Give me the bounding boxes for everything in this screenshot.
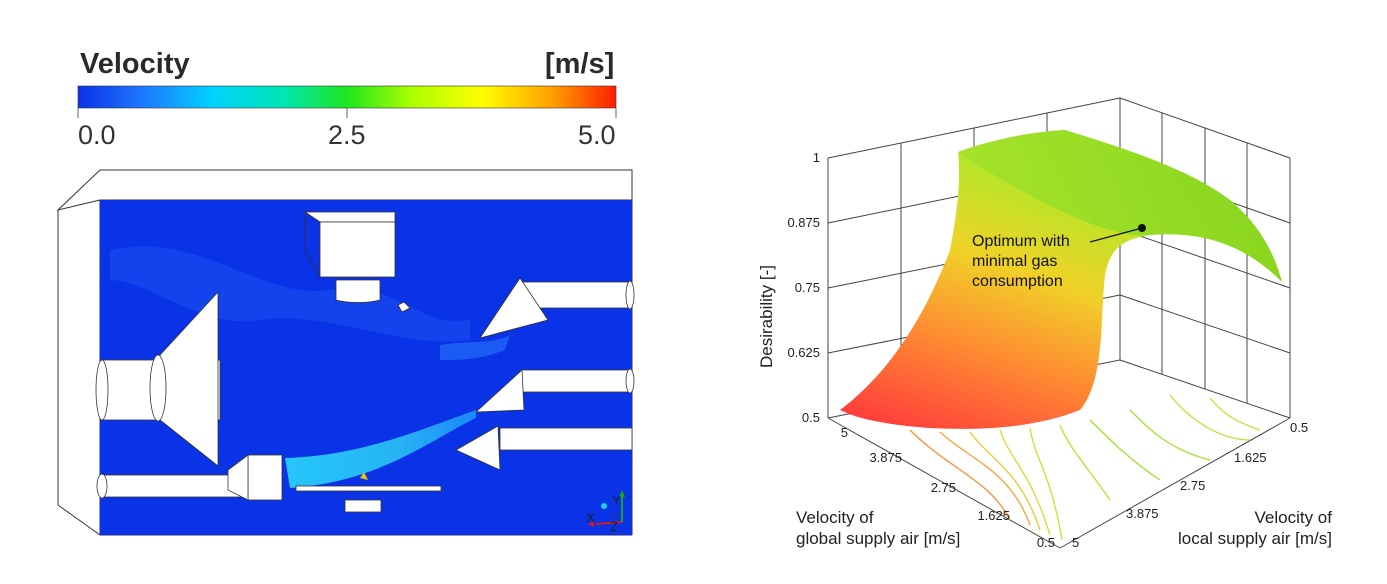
desirability-surface-chart: 1 0.875 0.75 0.625 0.5 Desirability [-] … <box>757 97 1332 550</box>
y-tick-1: 1 <box>813 150 820 165</box>
cfd-velocity-panel: Velocity [m/s] <box>0 0 680 584</box>
global-tick-275: 2.75 <box>931 480 956 495</box>
global-axis-label-line1: Velocity of <box>796 508 874 527</box>
global-tick-05: 0.5 <box>1037 535 1055 550</box>
local-tick-5: 5 <box>1072 535 1079 550</box>
y-tick-05: 0.5 <box>802 410 820 425</box>
y-tick-0625: 0.625 <box>787 345 820 360</box>
colorbar-title: Velocity <box>80 48 190 80</box>
local-axis-label-line1: Velocity of <box>1255 508 1333 527</box>
colorbar <box>77 85 617 109</box>
annotation-line3: consumption <box>972 273 1063 290</box>
triad-z-label: Z <box>610 519 618 534</box>
jet-plume <box>285 410 476 488</box>
colorbar-ticks <box>77 108 617 118</box>
y-tick-0875: 0.875 <box>787 215 820 230</box>
local-tick-1625: 1.625 <box>1234 450 1267 465</box>
local-axis: 0.5 1.625 2.75 3.875 5 Velocity of local… <box>1072 420 1332 550</box>
exhaust-duct <box>303 211 411 313</box>
global-axis-label-line2: global supply air [m/s] <box>796 529 960 548</box>
global-tick-1625: 1.625 <box>977 508 1010 523</box>
cfd-graphic: X Y Z <box>56 85 635 536</box>
left-nozzle <box>95 290 219 467</box>
colorbar-unit: [m/s] <box>545 48 615 80</box>
global-tick-3875: 3.875 <box>869 450 902 465</box>
y-tick-075: 0.75 <box>795 280 820 295</box>
global-tick-5: 5 <box>841 425 848 440</box>
colorbar-tick-max: 5.0 <box>578 120 616 150</box>
right-nozzles <box>455 277 635 471</box>
local-axis-label-line2: local supply air [m/s] <box>1178 529 1332 548</box>
annotation-line1: Optimum with <box>972 233 1070 250</box>
local-tick-3875: 3.875 <box>1126 506 1159 521</box>
colorbar-tick-mid: 2.5 <box>328 120 366 150</box>
optimum-point <box>1138 224 1146 232</box>
desirability-chart-panel: 1 0.875 0.75 0.625 0.5 Desirability [-] … <box>690 0 1387 584</box>
triad-x-label: X <box>586 510 595 525</box>
y-axis: 1 0.875 0.75 0.625 0.5 Desirability [-] <box>757 150 820 425</box>
y-axis-label: Desirability [-] <box>757 265 776 368</box>
triad-y-label: Y <box>612 493 621 508</box>
optimum-annotation: Optimum with minimal gas consumption <box>972 224 1146 290</box>
local-tick-05: 0.5 <box>1290 420 1308 435</box>
lower-inlet <box>96 454 442 513</box>
colorbar-tick-min: 0.0 <box>78 120 116 150</box>
local-tick-275: 2.75 <box>1180 478 1205 493</box>
annotation-line2: minimal gas <box>972 253 1057 270</box>
floor-contours <box>909 394 1261 541</box>
global-axis: 5 3.875 2.75 1.625 0.5 Velocity of globa… <box>796 425 1055 550</box>
axis-triad: X Y Z <box>586 490 625 534</box>
